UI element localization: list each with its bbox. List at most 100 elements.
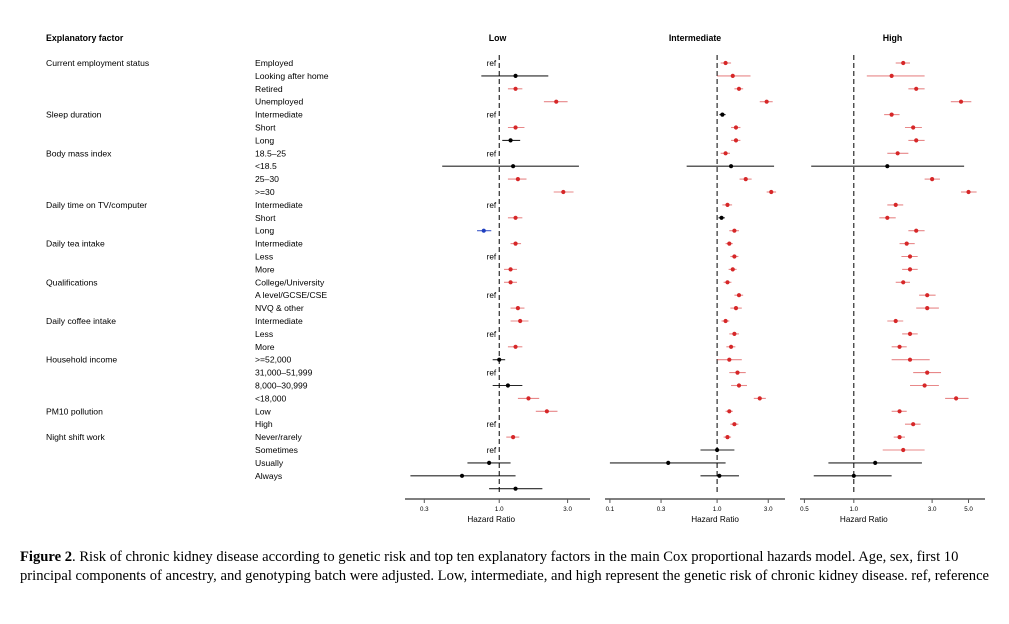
forest-plot-figure: Explanatory factor Current employment sta… <box>46 33 985 524</box>
factor-label: Household income <box>46 355 117 365</box>
hr-point <box>930 177 935 182</box>
level-label: Low <box>255 406 272 416</box>
caption-text: . Risk of chronic kidney disease accordi… <box>20 549 990 584</box>
hr-point <box>505 383 511 388</box>
hr-point <box>914 228 919 233</box>
x-tick-label: 1.0 <box>850 506 859 513</box>
hr-point <box>733 306 739 311</box>
level-label: 8,000–30,999 <box>255 381 308 391</box>
hr-point <box>735 370 740 375</box>
level-label: 31,000–51,999 <box>255 368 313 378</box>
hr-point <box>966 189 971 195</box>
hr-point <box>925 370 930 375</box>
x-axis-label: Hazard Ratio <box>840 515 888 524</box>
ref-label: ref <box>487 149 497 158</box>
hr-point <box>901 60 906 66</box>
hr-point <box>897 409 902 414</box>
hr-point <box>907 357 913 362</box>
level-label: Always <box>255 471 282 481</box>
ref-label: ref <box>487 253 497 262</box>
hr-point <box>513 125 518 130</box>
hr-point <box>511 164 516 169</box>
hr-point <box>897 435 902 440</box>
factor-label: Daily tea intake <box>46 239 105 249</box>
level-label: More <box>255 342 275 352</box>
hr-point <box>727 409 732 414</box>
level-label: Intermediate <box>255 110 303 120</box>
hr-point <box>513 486 518 491</box>
hr-point <box>554 99 559 104</box>
hr-point <box>513 73 518 78</box>
hr-point <box>851 473 856 478</box>
hr-point <box>725 202 730 207</box>
hr-point <box>730 73 735 78</box>
hr-point <box>893 202 898 207</box>
hr-point <box>513 241 518 246</box>
level-label: Long <box>255 226 274 236</box>
hr-point <box>544 409 549 414</box>
hr-point <box>727 357 732 362</box>
level-label: Employed <box>255 58 293 68</box>
level-label: <18.5 <box>255 161 277 171</box>
hr-point <box>732 254 737 259</box>
factor-label: Daily coffee intake <box>46 316 116 326</box>
level-label: College/University <box>255 277 325 287</box>
x-tick-label: 5.0 <box>964 506 973 513</box>
caption-label: Figure 2 <box>20 549 73 565</box>
hr-point <box>728 344 734 349</box>
ref-label: ref <box>487 201 497 210</box>
level-label: Unemployed <box>255 97 303 107</box>
hr-point <box>518 318 523 324</box>
column-header-explanatory-factor: Explanatory factor <box>46 33 124 43</box>
hr-point <box>508 267 513 272</box>
hr-point <box>764 99 769 104</box>
hr-point <box>513 215 518 220</box>
x-tick-label: 0.5 <box>800 506 809 513</box>
level-label: Short <box>255 213 276 223</box>
level-label: High <box>255 419 273 429</box>
hr-point <box>723 151 728 156</box>
hr-point <box>723 60 728 66</box>
hr-point <box>736 86 742 91</box>
hr-point <box>730 267 735 272</box>
hr-point <box>757 396 762 401</box>
level-label: Less <box>255 252 273 262</box>
panel-title: Low <box>489 33 507 43</box>
ref-label: ref <box>487 369 497 378</box>
hr-point <box>914 138 919 143</box>
level-label: NVQ & other <box>255 303 304 313</box>
hr-point <box>901 447 906 453</box>
x-tick-label: 3.0 <box>563 506 572 513</box>
level-label: A level/GCSE/CSE <box>255 290 327 300</box>
hr-point <box>732 331 737 336</box>
hr-point <box>508 138 513 143</box>
hr-point <box>717 473 722 478</box>
hr-point <box>907 331 913 336</box>
hr-point <box>723 318 728 324</box>
hr-point <box>885 164 890 169</box>
hr-point <box>743 177 748 182</box>
hr-point <box>895 151 900 156</box>
factor-label: Daily time on TV/computer <box>46 200 147 210</box>
x-tick-label: 0.3 <box>420 506 429 513</box>
hr-point <box>958 99 964 104</box>
x-tick-label: 1.0 <box>713 506 722 513</box>
hr-point <box>481 228 486 233</box>
level-label: 25–30 <box>255 174 279 184</box>
hr-point <box>922 383 927 388</box>
hr-point <box>725 280 730 285</box>
level-label: Less <box>255 329 273 339</box>
hr-point <box>513 344 518 349</box>
hr-point <box>911 422 916 427</box>
level-label: Intermediate <box>255 239 303 249</box>
level-label: More <box>255 264 275 274</box>
level-label: 18.5–25 <box>255 148 286 158</box>
hr-point <box>736 383 742 388</box>
ref-label: ref <box>487 59 497 68</box>
panel-title: Intermediate <box>669 33 721 43</box>
hr-point <box>727 241 732 246</box>
figure-caption: Figure 2. Risk of chronic kidney disease… <box>20 548 990 586</box>
level-label: Short <box>255 123 276 133</box>
level-label: Intermediate <box>255 316 303 326</box>
x-axis-label: Hazard Ratio <box>691 515 739 524</box>
